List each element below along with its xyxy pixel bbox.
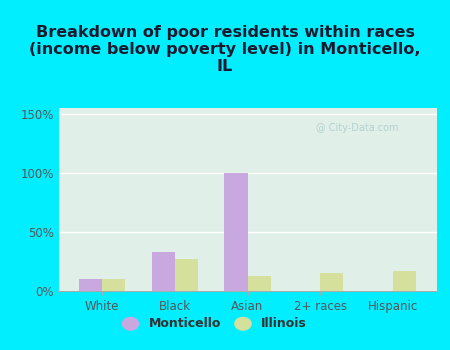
Text: Breakdown of poor residents within races
(income below poverty level) in Montice: Breakdown of poor residents within races… (29, 25, 421, 74)
Bar (152, 252, 175, 290)
Bar (248, 276, 271, 290)
Bar (79, 279, 102, 290)
Text: Monticello: Monticello (148, 317, 221, 330)
Bar (175, 259, 198, 290)
Bar (393, 271, 416, 290)
Bar (320, 273, 343, 290)
Bar (224, 173, 248, 290)
Bar (102, 279, 126, 290)
Text: Illinois: Illinois (261, 317, 307, 330)
Text: @ City-Data.com: @ City-Data.com (315, 123, 398, 133)
